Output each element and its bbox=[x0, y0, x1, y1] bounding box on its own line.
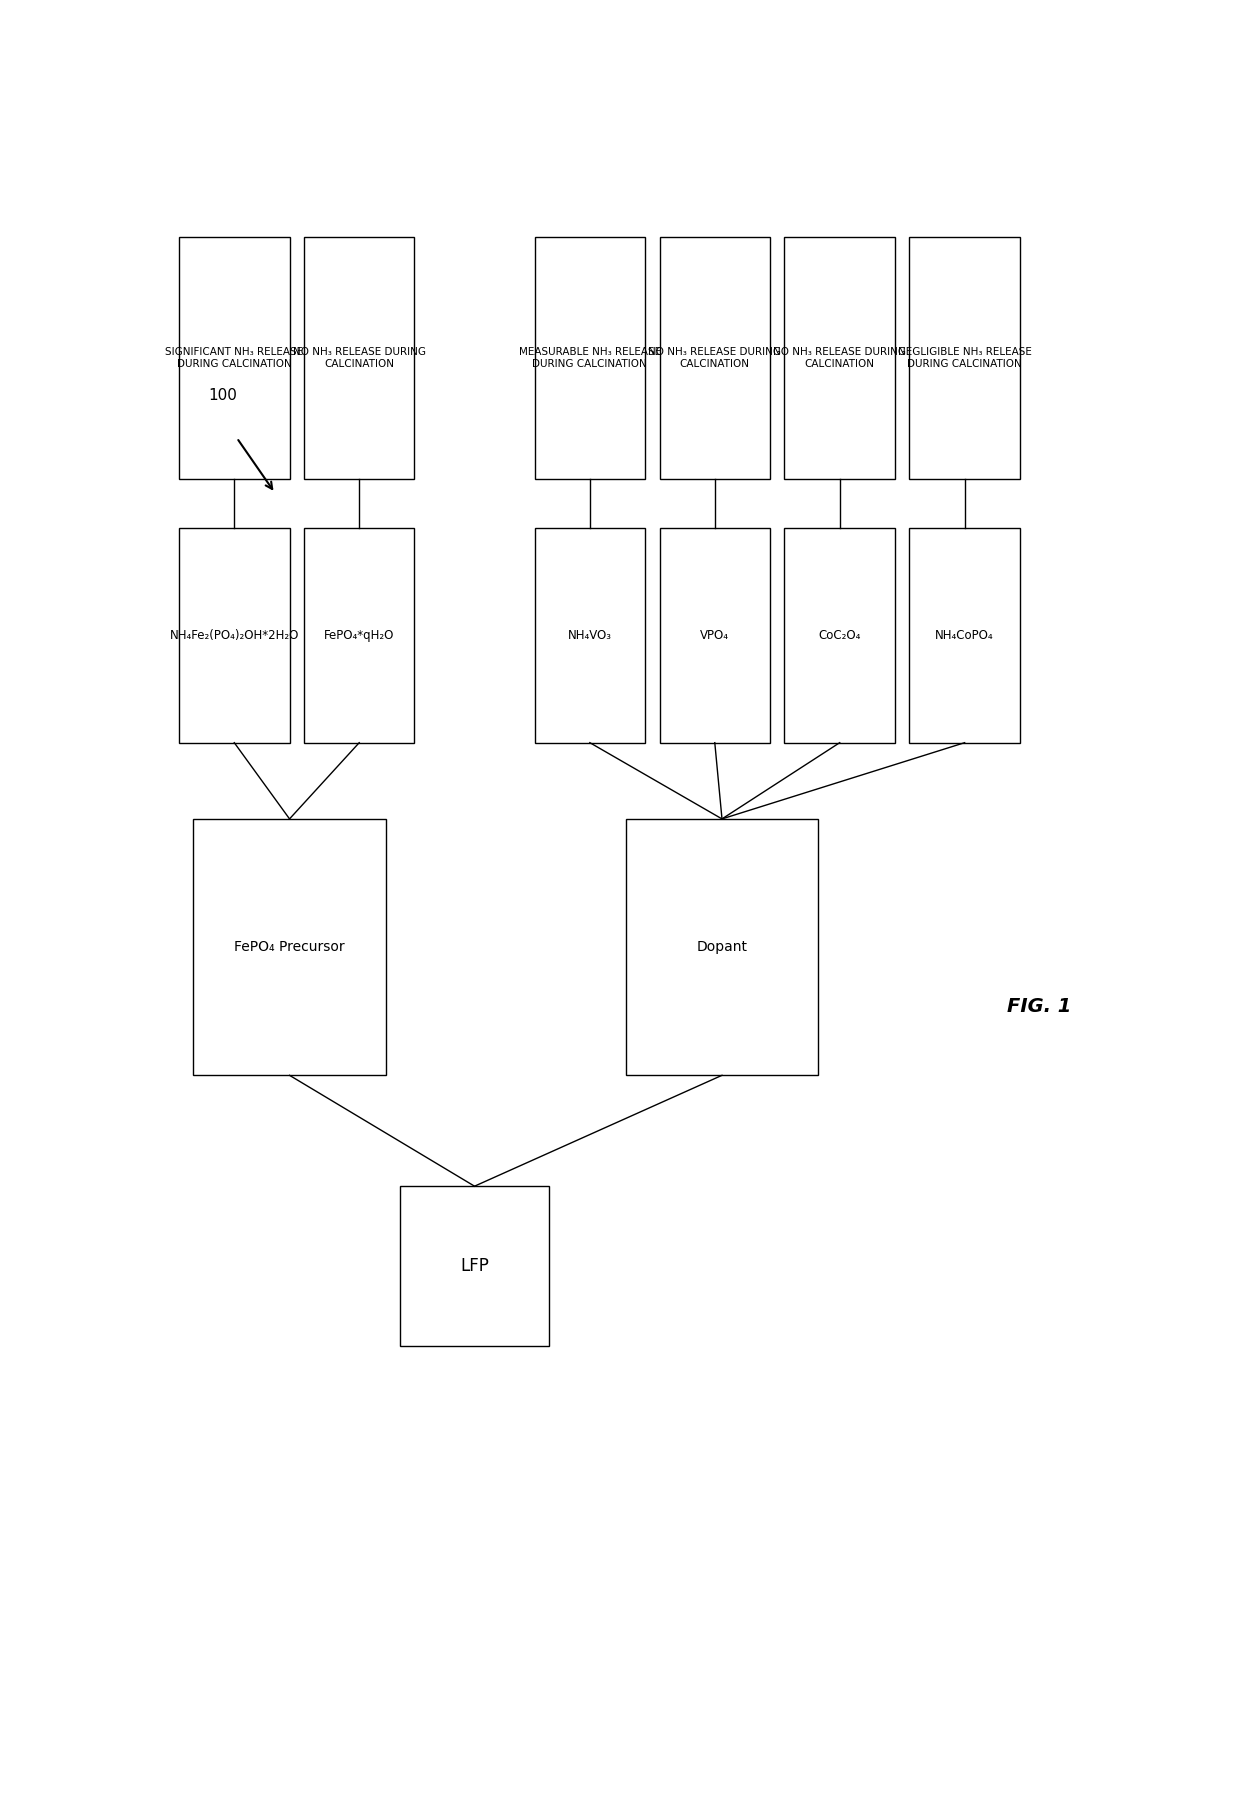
FancyBboxPatch shape bbox=[179, 527, 290, 743]
Text: CoC₂O₄: CoC₂O₄ bbox=[818, 628, 861, 643]
FancyBboxPatch shape bbox=[401, 1186, 549, 1346]
Text: LFP: LFP bbox=[460, 1256, 489, 1274]
Text: SIGNIFICANT NH₃ RELEASE
DURING CALCINATION: SIGNIFICANT NH₃ RELEASE DURING CALCINATI… bbox=[165, 347, 304, 369]
Text: NH₄Fe₂(PO₄)₂OH*2H₂O: NH₄Fe₂(PO₄)₂OH*2H₂O bbox=[170, 628, 299, 643]
Text: NO NH₃ RELEASE DURING
CALCINATION: NO NH₃ RELEASE DURING CALCINATION bbox=[774, 347, 906, 369]
FancyBboxPatch shape bbox=[909, 527, 1019, 743]
FancyBboxPatch shape bbox=[785, 238, 895, 479]
Text: NH₄VO₃: NH₄VO₃ bbox=[568, 628, 611, 643]
Text: VPO₄: VPO₄ bbox=[701, 628, 729, 643]
FancyBboxPatch shape bbox=[534, 238, 645, 479]
Text: 100: 100 bbox=[208, 389, 237, 403]
Text: MEASURABLE NH₃ RELEASE
DURING CALCINATION: MEASURABLE NH₃ RELEASE DURING CALCINATIO… bbox=[518, 347, 661, 369]
FancyBboxPatch shape bbox=[785, 527, 895, 743]
Text: Dopant: Dopant bbox=[697, 940, 748, 954]
FancyBboxPatch shape bbox=[179, 238, 290, 479]
FancyBboxPatch shape bbox=[626, 819, 818, 1075]
Text: FePO₄ Precursor: FePO₄ Precursor bbox=[234, 940, 345, 954]
Text: NO NH₃ RELEASE DURING
CALCINATION: NO NH₃ RELEASE DURING CALCINATION bbox=[649, 347, 781, 369]
Text: NO NH₃ RELEASE DURING
CALCINATION: NO NH₃ RELEASE DURING CALCINATION bbox=[293, 347, 425, 369]
FancyBboxPatch shape bbox=[193, 819, 386, 1075]
FancyBboxPatch shape bbox=[534, 527, 645, 743]
FancyBboxPatch shape bbox=[909, 238, 1019, 479]
FancyBboxPatch shape bbox=[304, 527, 414, 743]
Text: FIG. 1: FIG. 1 bbox=[1007, 997, 1071, 1015]
Text: NH₄CoPO₄: NH₄CoPO₄ bbox=[935, 628, 994, 643]
Text: NEGLIGIBLE NH₃ RELEASE
DURING CALCINATION: NEGLIGIBLE NH₃ RELEASE DURING CALCINATIO… bbox=[898, 347, 1032, 369]
FancyBboxPatch shape bbox=[304, 238, 414, 479]
FancyBboxPatch shape bbox=[660, 238, 770, 479]
FancyBboxPatch shape bbox=[660, 527, 770, 743]
Text: FePO₄*qH₂O: FePO₄*qH₂O bbox=[324, 628, 394, 643]
